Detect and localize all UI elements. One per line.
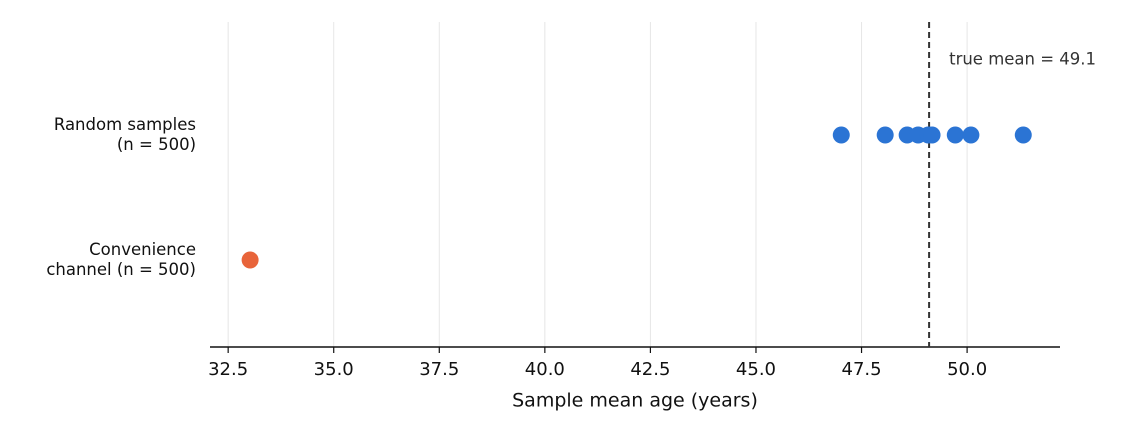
- point: [876, 126, 894, 144]
- point: [923, 126, 941, 144]
- x-tick-label: 37.5: [419, 359, 459, 380]
- y-tick-label: Convenience channel (n = 500): [46, 240, 196, 279]
- y-tick-label: Random samples (n = 500): [54, 115, 196, 154]
- x-axis-label: Sample mean age (years): [512, 390, 758, 412]
- point: [1014, 126, 1032, 144]
- x-tick-label: 40.0: [525, 359, 565, 380]
- point: [832, 126, 850, 144]
- point: [962, 126, 980, 144]
- x-tick-label: 50.0: [947, 359, 987, 380]
- x-tick-label: 42.5: [630, 359, 670, 380]
- x-tick-label: 32.5: [208, 359, 248, 380]
- x-tick-label: 47.5: [842, 359, 882, 380]
- x-tick-label: 45.0: [736, 359, 776, 380]
- point: [241, 251, 259, 269]
- point: [946, 126, 964, 144]
- x-tick-label: 35.0: [314, 359, 354, 380]
- reference-label: true mean = 49.1: [949, 50, 1096, 69]
